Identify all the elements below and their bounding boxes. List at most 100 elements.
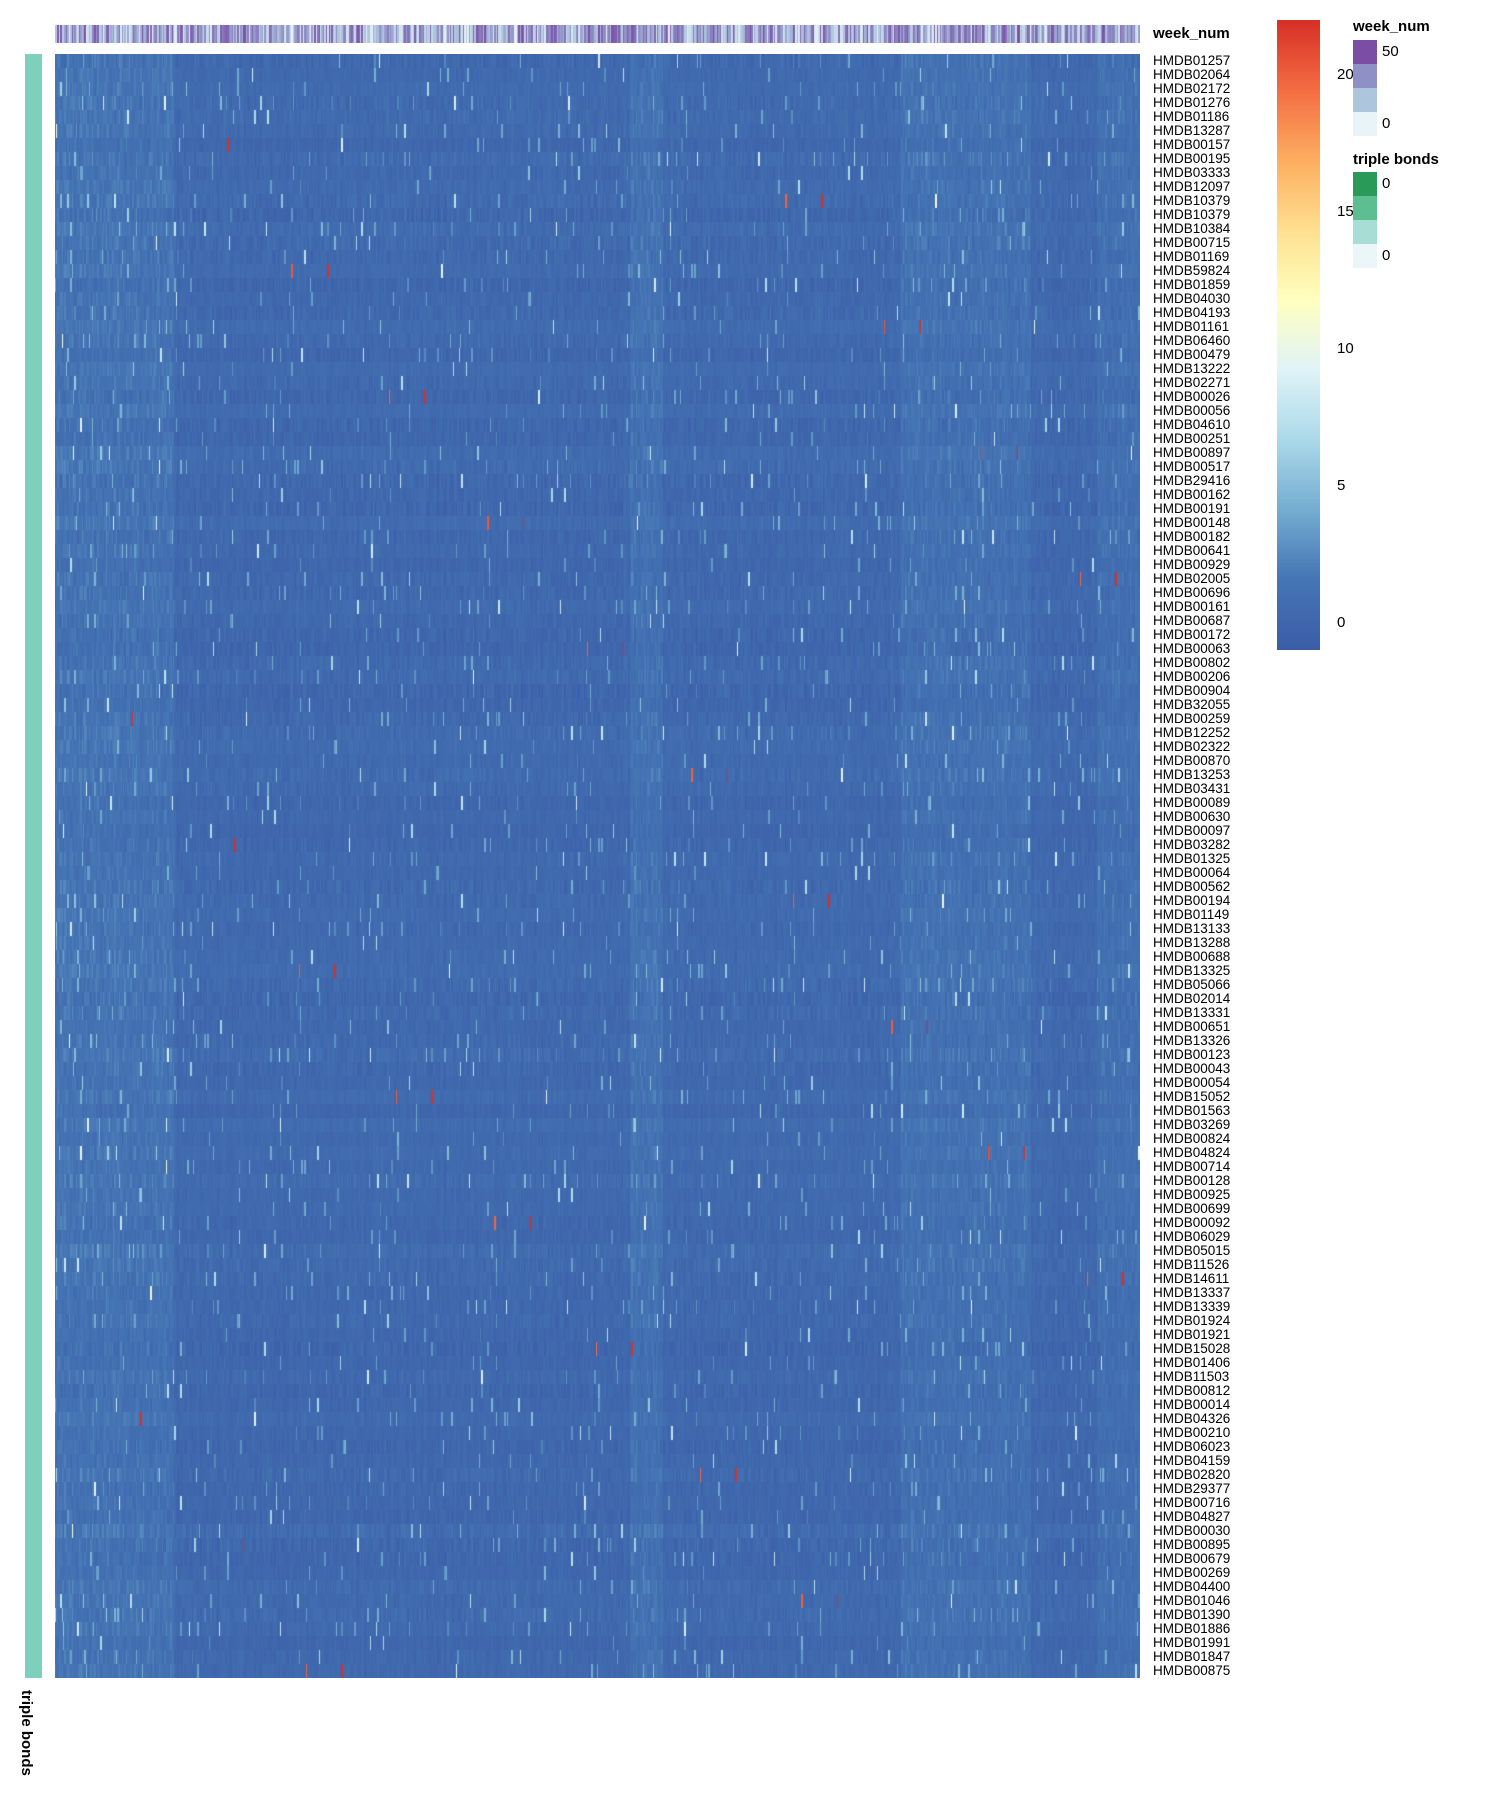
- triple-bonds-annotation-bar: [25, 54, 42, 1678]
- row-label: HMDB04824: [1153, 1145, 1231, 1160]
- row-label: HMDB01149: [1153, 907, 1230, 922]
- triple-bonds-legend-key: [1353, 172, 1377, 196]
- row-label: HMDB04030: [1153, 291, 1231, 306]
- row-label: HMDB00812: [1153, 1383, 1231, 1398]
- row-label: HMDB00157: [1153, 137, 1231, 152]
- row-label: HMDB10384: [1153, 221, 1231, 236]
- week-num-legend-key: [1353, 40, 1377, 64]
- row-label: HMDB04193: [1153, 305, 1231, 320]
- row-label: HMDB00696: [1153, 585, 1231, 600]
- row-label: HMDB06029: [1153, 1229, 1231, 1244]
- row-label: HMDB00128: [1153, 1173, 1231, 1188]
- row-label: HMDB02064: [1153, 67, 1231, 82]
- row-label: HMDB00715: [1153, 235, 1231, 250]
- triple-bonds-legend-label: 0: [1382, 175, 1391, 192]
- row-label: HMDB05015: [1153, 1243, 1231, 1258]
- row-label: HMDB00641: [1153, 543, 1231, 558]
- row-label: HMDB00929: [1153, 557, 1231, 572]
- row-label: HMDB01886: [1153, 1621, 1231, 1636]
- row-label: HMDB00870: [1153, 753, 1231, 768]
- row-label: HMDB14611: [1153, 1271, 1230, 1286]
- row-label: HMDB00063: [1153, 641, 1231, 656]
- row-label: HMDB00097: [1153, 823, 1231, 838]
- row-label: HMDB10379: [1153, 193, 1231, 208]
- row-label: HMDB00161: [1153, 599, 1231, 614]
- row-label: HMDB00056: [1153, 403, 1231, 418]
- triple-bonds-annotation-label: triple bonds: [18, 1690, 35, 1776]
- row-label: HMDB04326: [1153, 1411, 1231, 1426]
- row-label: HMDB10379: [1153, 207, 1231, 222]
- row-label: HMDB00895: [1153, 1537, 1231, 1552]
- row-label: HMDB00172: [1153, 627, 1231, 642]
- row-label: HMDB01924: [1153, 1313, 1231, 1328]
- week-num-legend-key: [1353, 112, 1377, 136]
- row-label: HMDB13133: [1153, 921, 1231, 936]
- row-label: HMDB02322: [1153, 739, 1231, 754]
- row-label: HMDB00195: [1153, 151, 1231, 166]
- row-label: HMDB13222: [1153, 361, 1231, 376]
- week-num-annotation-bar: [55, 25, 1140, 43]
- colorbar: [1277, 20, 1320, 650]
- row-label: HMDB29416: [1153, 473, 1231, 488]
- week-num-legend-key: [1353, 88, 1377, 112]
- colorbar-tick-label: 20: [1337, 65, 1354, 83]
- row-label: HMDB00206: [1153, 669, 1231, 684]
- row-label: HMDB05066: [1153, 977, 1231, 992]
- row-label: HMDB01991: [1153, 1635, 1231, 1650]
- row-labels: HMDB01257 HMDB02064 HMDB02172 HMDB01276 HMDB…: [1153, 54, 1293, 1678]
- row-label: HMDB01390: [1153, 1607, 1231, 1622]
- row-label: HMDB00716: [1153, 1495, 1231, 1510]
- row-label: HMDB00897: [1153, 445, 1231, 460]
- triple-bonds-legend-key: [1353, 244, 1377, 268]
- row-label: HMDB15052: [1153, 1089, 1231, 1104]
- week-num-legend-title: week_num: [1353, 18, 1430, 35]
- row-label: HMDB00064: [1153, 865, 1231, 880]
- row-label: HMDB00210: [1153, 1425, 1231, 1440]
- row-label: HMDB00630: [1153, 809, 1231, 824]
- row-label: HMDB12097: [1153, 179, 1231, 194]
- row-label: HMDB11526: [1153, 1257, 1230, 1272]
- row-label: HMDB02820: [1153, 1467, 1231, 1482]
- row-label: HMDB01859: [1153, 277, 1231, 292]
- row-label: HMDB01257: [1153, 53, 1231, 68]
- row-label: HMDB00162: [1153, 487, 1231, 502]
- row-label: HMDB00479: [1153, 347, 1231, 362]
- row-label: HMDB00925: [1153, 1187, 1231, 1202]
- row-label: HMDB13337: [1153, 1285, 1231, 1300]
- row-label: HMDB00562: [1153, 879, 1231, 894]
- row-label: HMDB01186: [1153, 109, 1230, 124]
- row-label: HMDB02005: [1153, 571, 1231, 586]
- row-label: HMDB01406: [1153, 1355, 1231, 1370]
- row-label: HMDB13287: [1153, 123, 1231, 138]
- row-label: HMDB13326: [1153, 1033, 1231, 1048]
- row-label: HMDB04827: [1153, 1509, 1231, 1524]
- row-label: HMDB29377: [1153, 1481, 1231, 1496]
- row-label: HMDB00123: [1153, 1047, 1231, 1062]
- row-label: HMDB06023: [1153, 1439, 1231, 1454]
- row-label: HMDB02271: [1153, 375, 1231, 390]
- row-label: HMDB00251: [1153, 431, 1231, 446]
- row-label: HMDB00714: [1153, 1159, 1231, 1174]
- row-label: HMDB01847: [1153, 1649, 1231, 1664]
- row-label: HMDB02014: [1153, 991, 1231, 1006]
- row-label: HMDB00875: [1153, 1663, 1231, 1678]
- row-label: HMDB00054: [1153, 1075, 1231, 1090]
- row-label: HMDB00194: [1153, 893, 1231, 908]
- row-label: HMDB13288: [1153, 935, 1231, 950]
- row-label: HMDB02172: [1153, 81, 1231, 96]
- row-label: HMDB01921: [1153, 1327, 1231, 1342]
- row-label: HMDB32055: [1153, 697, 1231, 712]
- row-label: HMDB00687: [1153, 613, 1231, 628]
- row-label: HMDB13339: [1153, 1299, 1231, 1314]
- row-label: HMDB04159: [1153, 1453, 1231, 1468]
- colorbar-tick-label: 0: [1337, 613, 1346, 631]
- row-label: HMDB01276: [1153, 95, 1231, 110]
- row-label: HMDB00269: [1153, 1565, 1231, 1580]
- colorbar-tick-label: 15: [1337, 202, 1354, 220]
- row-label: HMDB00904: [1153, 683, 1231, 698]
- row-label: HMDB00517: [1153, 459, 1231, 474]
- row-label: HMDB13253: [1153, 767, 1231, 782]
- row-label: HMDB03431: [1153, 781, 1231, 796]
- colorbar-tick-label: 5: [1337, 476, 1346, 494]
